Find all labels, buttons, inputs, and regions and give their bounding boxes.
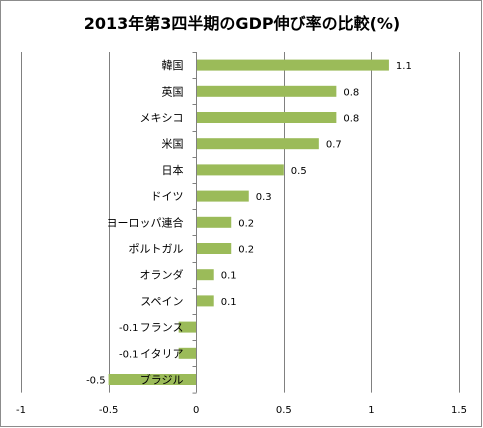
data-label: 0.7 — [326, 140, 342, 151]
bar — [196, 269, 214, 281]
bar — [196, 295, 214, 307]
bar — [196, 59, 389, 71]
data-label: 0.3 — [256, 192, 272, 203]
category-label: 英国 — [162, 84, 184, 98]
category-label: オランダ — [140, 268, 184, 282]
data-label: 0.5 — [291, 166, 307, 177]
category-label: ドイツ — [151, 190, 184, 203]
category-label: 韓国 — [162, 59, 184, 72]
bar — [196, 243, 232, 254]
category-label: イタリア — [140, 347, 184, 360]
data-label: -0.5 — [86, 376, 106, 387]
data-label: 0.1 — [221, 271, 237, 282]
bar — [178, 347, 197, 359]
x-tick-label: -0.5 — [99, 405, 119, 416]
category-label: フランス — [140, 321, 184, 334]
data-label: 0.2 — [238, 245, 254, 256]
data-label: 0.8 — [343, 87, 359, 98]
x-tick-label: 1 — [368, 405, 374, 416]
bar — [178, 321, 197, 333]
category-label: ポルトガル — [129, 243, 184, 256]
data-label: -0.1 — [119, 323, 139, 334]
x-tick-label: 0.5 — [276, 405, 292, 416]
bar — [108, 374, 197, 385]
data-label: 0.2 — [238, 218, 254, 229]
category-label: ヨーロッパ連合 — [107, 215, 184, 229]
x-tick-label: 0 — [193, 405, 199, 416]
plot-area: 韓国英国メキシコ米国日本ドイツヨーロッパ連合ポルトガルオランダスペインフランスイ… — [16, 52, 467, 416]
chart-title: 2013年第3四半期のGDP伸び率の比較(%) — [84, 14, 400, 33]
category-label: メキシコ — [140, 112, 184, 125]
data-label: 0.8 — [343, 114, 359, 125]
bar — [196, 85, 337, 97]
data-label: 0.1 — [221, 297, 237, 308]
category-label: スペイン — [140, 295, 183, 308]
category-label: 日本 — [162, 163, 184, 177]
bar — [196, 164, 284, 176]
x-tick-label: 1.5 — [451, 405, 467, 416]
bar — [196, 190, 249, 202]
bar — [196, 138, 319, 150]
x-tick-label: -1 — [16, 405, 26, 416]
data-label: 1.1 — [396, 61, 412, 72]
category-label: ブラジル — [140, 373, 184, 387]
data-label: -0.1 — [119, 349, 139, 360]
category-label: 米国 — [162, 138, 184, 151]
bar — [196, 216, 232, 228]
bar — [196, 112, 337, 123]
